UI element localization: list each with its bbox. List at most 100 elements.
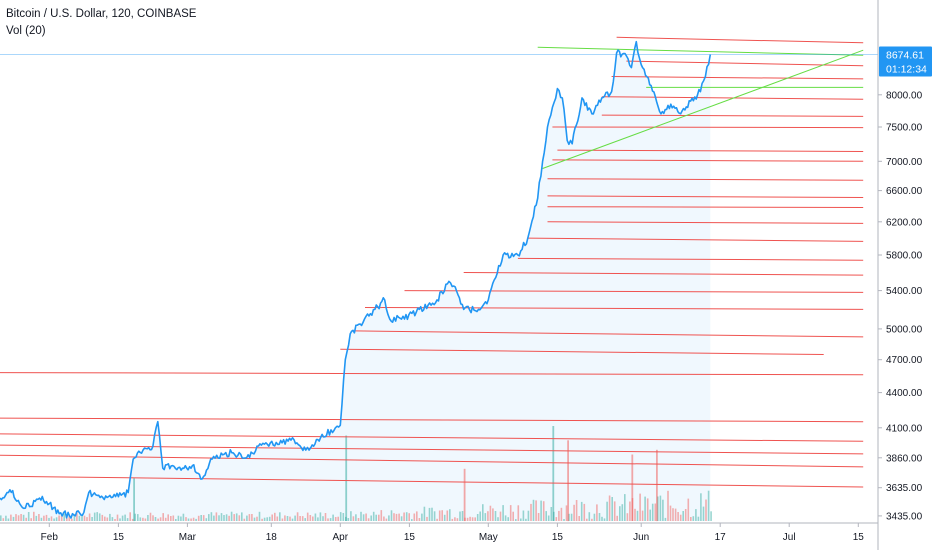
resistance-line[interactable] xyxy=(340,348,824,355)
resistance-line[interactable] xyxy=(527,237,864,242)
volume-bar xyxy=(225,514,228,521)
volume-bar xyxy=(233,514,235,521)
trend-line[interactable] xyxy=(542,49,864,169)
volume-bar xyxy=(205,518,208,521)
volume-bar xyxy=(525,518,527,521)
volume-bar xyxy=(705,499,707,521)
resistance-line[interactable] xyxy=(0,444,864,455)
volume-bar xyxy=(679,514,682,521)
volume-spike xyxy=(567,440,569,522)
volume-bar xyxy=(93,512,96,521)
volume-bar xyxy=(593,513,596,521)
resistance-line[interactable] xyxy=(552,126,864,129)
resistance-line[interactable] xyxy=(404,290,864,293)
volume-bar xyxy=(304,518,306,521)
symbol-legend[interactable]: Bitcoin / U.S. Dollar, 120, COINBASE xyxy=(6,8,197,20)
price-area-fill xyxy=(0,41,711,521)
volume-bar xyxy=(646,498,649,521)
volume-bar xyxy=(540,500,542,521)
time-axis-label: Jul xyxy=(783,532,796,543)
volume-bar xyxy=(547,515,550,521)
volume-bar xyxy=(81,515,83,521)
volume-bar xyxy=(241,512,243,521)
volume-bar xyxy=(55,517,58,521)
volume-bar xyxy=(170,516,172,521)
volume-bar xyxy=(372,511,375,521)
resistance-line[interactable] xyxy=(0,454,864,468)
volume-bar xyxy=(476,514,479,521)
volume-bar xyxy=(378,514,380,521)
volume-bar xyxy=(527,510,530,521)
volume-bar xyxy=(149,512,152,521)
resistance-line[interactable] xyxy=(547,178,864,181)
volume-bar xyxy=(228,515,230,521)
volume-bar xyxy=(405,512,408,521)
volume-bar xyxy=(431,507,433,521)
price-axis-label: 4700.00 xyxy=(886,355,923,366)
resistance-line[interactable] xyxy=(0,372,864,376)
price-axis[interactable]: 8000.00 7500.00 7000.00 6600.00 6200.00 5800.… xyxy=(878,90,923,522)
time-axis-label: 15 xyxy=(853,532,865,543)
volume-bar xyxy=(182,513,185,521)
resistance-line[interactable] xyxy=(601,114,864,117)
resistance-line[interactable] xyxy=(463,272,864,276)
volume-bar xyxy=(636,510,639,521)
volume-bar xyxy=(12,516,15,521)
resistance-line[interactable] xyxy=(552,159,864,162)
resistance-line[interactable] xyxy=(0,475,864,488)
volume-bar xyxy=(565,505,568,521)
volume-bar xyxy=(147,515,149,521)
resistance-line[interactable] xyxy=(547,221,864,224)
resistance-line[interactable] xyxy=(0,417,864,423)
resistance-line[interactable] xyxy=(557,149,864,152)
volume-bar xyxy=(509,505,512,521)
volume-bar xyxy=(591,518,593,521)
resistance-line[interactable] xyxy=(611,76,864,80)
volume-bar xyxy=(662,499,664,521)
trend-lines[interactable] xyxy=(537,46,864,169)
resistance-line[interactable] xyxy=(355,330,864,338)
volume-bar xyxy=(134,513,136,521)
volume-bar xyxy=(687,498,690,521)
volume-bar xyxy=(258,511,261,521)
volume-bar xyxy=(672,508,674,521)
volume-indicator-legend[interactable]: Vol (20) xyxy=(6,25,46,37)
resistance-line[interactable] xyxy=(517,257,864,261)
resistance-line[interactable] xyxy=(364,307,864,310)
price-axis-label: 3635.00 xyxy=(886,483,923,494)
volume-bar xyxy=(246,515,248,521)
time-axis-label: 15 xyxy=(113,532,125,543)
volume-bar xyxy=(413,513,416,521)
volume-bar xyxy=(479,511,481,521)
volume-bar xyxy=(684,509,687,521)
volume-bar xyxy=(484,513,487,521)
time-axis-label: 17 xyxy=(715,532,727,543)
volume-bar xyxy=(398,513,400,521)
volume-bar xyxy=(68,515,71,521)
resistance-line[interactable] xyxy=(616,36,864,44)
volume-bar xyxy=(329,518,332,521)
resistance-lines[interactable] xyxy=(0,36,864,488)
volume-bar xyxy=(126,518,129,521)
volume-bar xyxy=(294,515,296,521)
volume-bar xyxy=(299,516,301,521)
resistance-line[interactable] xyxy=(0,433,864,442)
volume-bar xyxy=(360,511,362,521)
volume-bar xyxy=(38,514,40,521)
price-axis-label: 6600.00 xyxy=(886,186,923,197)
volume-bar xyxy=(608,495,611,521)
volume-bar xyxy=(0,515,2,521)
volume-bar xyxy=(177,515,180,521)
volume-bar xyxy=(347,518,350,521)
volume-bar xyxy=(677,512,679,521)
trend-line[interactable] xyxy=(537,46,864,56)
volume-bar xyxy=(195,518,197,521)
volume-bar xyxy=(606,501,608,521)
volume-bar xyxy=(332,514,334,521)
resistance-line[interactable] xyxy=(547,206,864,208)
volume-bar xyxy=(2,518,5,521)
volume-bar xyxy=(114,519,116,521)
time-axis[interactable]: Feb 15 Mar 18 Apr 15 May 15 Jun 17 Jul 15 xyxy=(41,523,865,543)
resistance-line[interactable] xyxy=(547,195,864,198)
